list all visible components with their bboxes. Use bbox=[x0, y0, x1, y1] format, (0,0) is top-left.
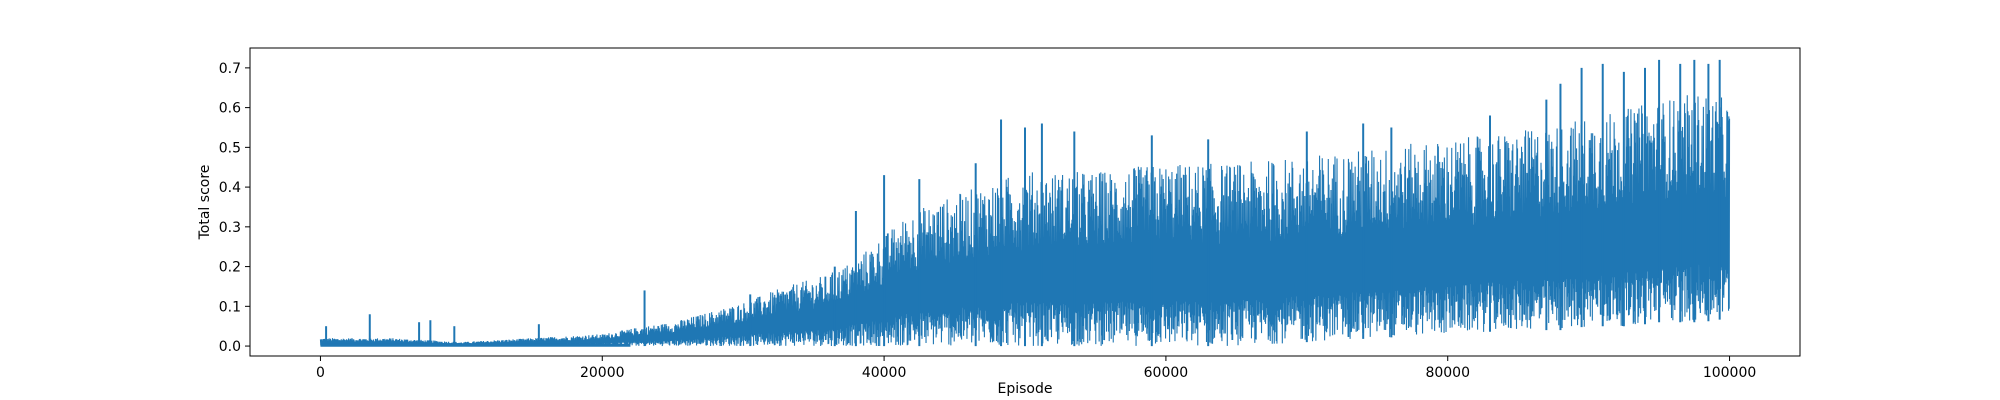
y-axis-label: Total score bbox=[197, 165, 213, 241]
x-tick-label: 80000 bbox=[1425, 365, 1470, 381]
y-tick-label: 0.1 bbox=[219, 299, 241, 315]
y-tick-label: 0.0 bbox=[219, 339, 241, 355]
x-tick-label: 20000 bbox=[580, 365, 625, 381]
x-axis-label: Episode bbox=[998, 381, 1053, 397]
y-tick-label: 0.2 bbox=[219, 260, 241, 276]
x-axis: 0 20000 40000 60000 80000 100000 bbox=[316, 356, 1756, 381]
x-tick-label: 0 bbox=[316, 365, 325, 381]
y-tick-label: 0.6 bbox=[219, 101, 241, 117]
series-layer bbox=[319, 59, 1731, 347]
x-tick-label: 40000 bbox=[862, 365, 907, 381]
y-tick-label: 0.3 bbox=[219, 220, 241, 236]
y-tick-label: 0.7 bbox=[219, 61, 241, 77]
x-tick-label: 60000 bbox=[1144, 365, 1189, 381]
y-tick-label: 0.4 bbox=[219, 180, 241, 196]
x-tick-label: 100000 bbox=[1703, 365, 1756, 381]
y-tick-label: 0.5 bbox=[219, 140, 241, 156]
y-axis: 0.0 0.1 0.2 0.3 0.4 0.5 0.6 0.7 bbox=[219, 61, 250, 355]
axes-frame bbox=[249, 47, 1801, 357]
